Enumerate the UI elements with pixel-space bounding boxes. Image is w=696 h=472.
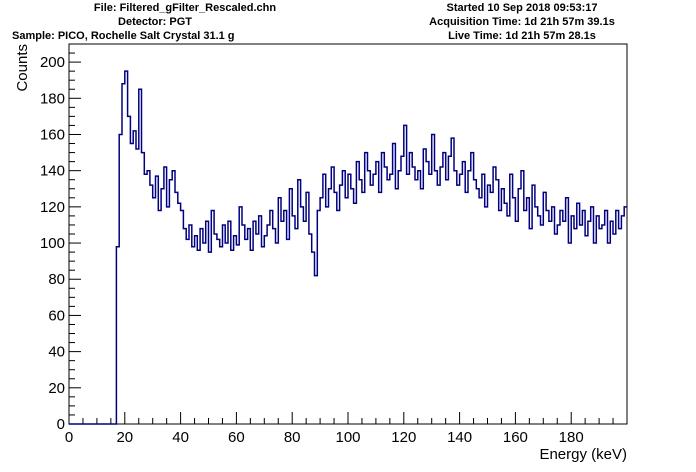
y-tick-label: 40 bbox=[48, 344, 65, 361]
x-tick-label: 40 bbox=[172, 429, 189, 446]
x-tick-label: 120 bbox=[391, 429, 416, 446]
acquisition-time-label: Acquisition Time: 1d 21h 57m 39.1s bbox=[429, 16, 615, 28]
chart-axes bbox=[68, 43, 628, 425]
y-axis-ticks: 0 20 40 60 80 100 120 140 160 180 200 bbox=[40, 43, 81, 433]
x-tick-label: 180 bbox=[559, 429, 584, 446]
sample-label: Sample: PICO, Rochelle Salt Crystal 31.1… bbox=[12, 30, 235, 42]
start-time-label: Started 10 Sep 2018 09:53:17 bbox=[446, 2, 598, 14]
y-tick-label: 120 bbox=[40, 199, 65, 216]
spectrum-line bbox=[69, 70, 627, 425]
plot-frame bbox=[68, 43, 628, 425]
y-tick-label: 160 bbox=[40, 126, 65, 143]
x-axis-title: Energy (keV) bbox=[539, 446, 627, 463]
x-tick-label: 20 bbox=[116, 429, 133, 446]
x-tick-label: 60 bbox=[228, 429, 245, 446]
y-tick-label: 180 bbox=[40, 90, 65, 107]
x-tick-label: 0 bbox=[65, 429, 73, 446]
live-time-label: Live Time: 1d 21h 57m 28.1s bbox=[448, 30, 596, 42]
file-name-label: File: Filtered_gFilter_Rescaled.chn bbox=[93, 2, 277, 14]
y-tick-label: 100 bbox=[40, 235, 65, 252]
y-tick-label: 0 bbox=[57, 416, 65, 433]
y-tick-label: 20 bbox=[48, 380, 65, 397]
spectrum-series bbox=[69, 70, 627, 425]
y-axis-title: Counts bbox=[14, 44, 31, 92]
x-tick-label: 140 bbox=[447, 429, 472, 446]
x-tick-label: 80 bbox=[284, 429, 301, 446]
y-tick-label: 60 bbox=[48, 307, 65, 324]
x-tick-label: 100 bbox=[335, 429, 360, 446]
detector-label: Detector: PGT bbox=[118, 16, 192, 28]
x-axis-ticks: 0 20 40 60 80 100 120 140 160 180 bbox=[65, 412, 628, 446]
y-tick-label: 200 bbox=[40, 54, 65, 71]
y-tick-label: 80 bbox=[48, 271, 65, 288]
y-tick-label: 140 bbox=[40, 163, 65, 180]
x-tick-label: 160 bbox=[503, 429, 528, 446]
